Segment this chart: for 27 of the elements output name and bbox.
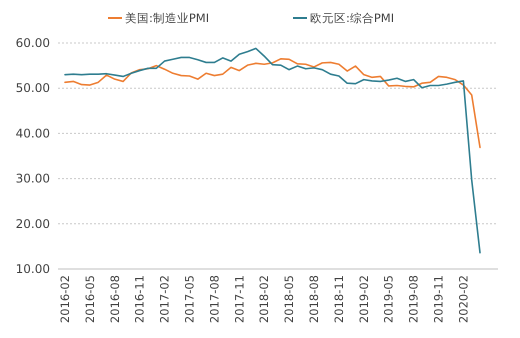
x-tick-label: 2019-05 (382, 275, 396, 324)
x-tick-label: 2018-11 (332, 275, 346, 324)
x-tick-label: 2017-11 (232, 275, 246, 324)
x-tick-label: 2019-02 (356, 275, 371, 324)
y-tick-label: 10.00 (16, 262, 50, 276)
x-tick-label: 2016-11 (132, 275, 147, 324)
x-tick-label: 2018-05 (282, 275, 296, 324)
legend-label: 欧元区:综合PMI (310, 11, 394, 25)
x-tick-label: 2016-05 (82, 275, 97, 324)
x-tick-label: 2020-02 (456, 275, 470, 324)
line-series (64, 58, 481, 148)
y-tick-label: 50.00 (16, 81, 50, 96)
y-tick-label: 60.00 (16, 36, 50, 50)
x-tick-label: 2017-05 (182, 275, 196, 324)
x-tick-label: 2019-08 (406, 275, 421, 324)
x-tick-label: 2018-02 (257, 275, 272, 324)
legend-label: 美国:制造业PMI (125, 11, 210, 25)
line-series (64, 48, 481, 254)
x-tick-label: 2016-08 (108, 275, 122, 324)
x-tick-label: 2018-08 (307, 275, 321, 324)
y-tick-label: 40.00 (16, 126, 50, 140)
x-tick-label: 2016-02 (58, 275, 72, 324)
x-tick-label: 2019-11 (432, 275, 446, 324)
x-tick-label: 2017-02 (158, 275, 172, 324)
x-tick-label: 2017-08 (207, 275, 222, 324)
y-tick-label: 30.00 (16, 172, 50, 186)
y-tick-label: 20.00 (16, 216, 50, 231)
